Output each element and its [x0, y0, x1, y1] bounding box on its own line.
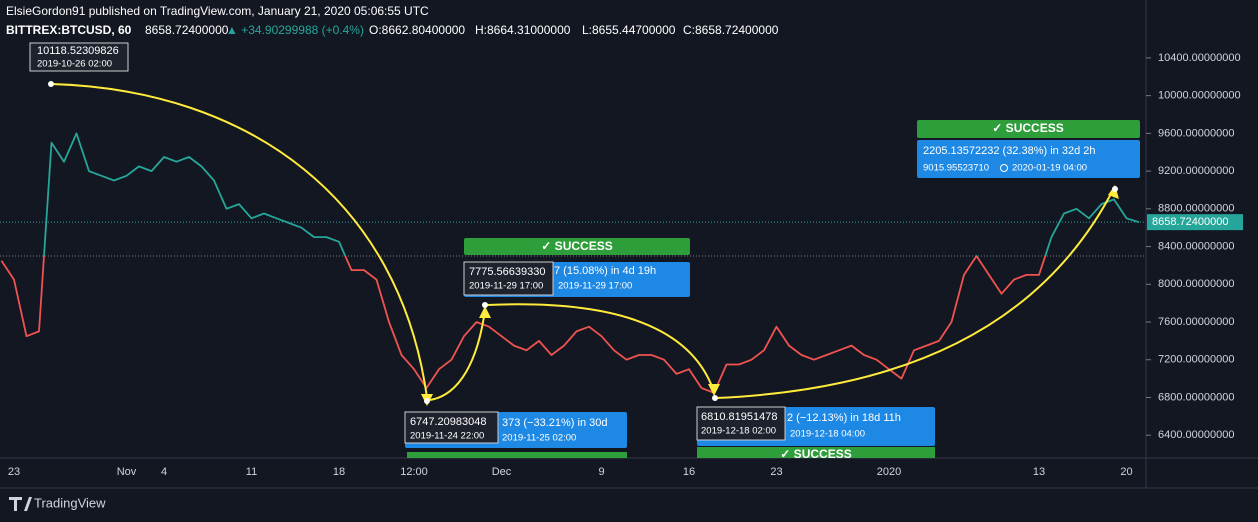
banner — [697, 447, 935, 458]
y-tick-label: 7200.00000000 — [1158, 354, 1234, 366]
tooltip — [29, 42, 129, 72]
symbol: BITTREX:BTCUSD, 60 — [6, 23, 132, 37]
open: O:8662.80400000 — [369, 23, 465, 37]
tooltip-price: 6747.20983048 — [410, 416, 486, 428]
x-tick-label: Nov — [117, 466, 137, 478]
y-tick-label: 9600.00000000 — [1158, 127, 1234, 139]
banner-text: ✓ SUCCESS — [541, 239, 612, 253]
stat-time: 2019-11-25 02:00 — [502, 433, 576, 444]
tooltip-time: 2019-11-29 17:00 — [469, 281, 543, 292]
x-tick-label: 11 — [246, 466, 257, 478]
x-tick-label: 12:00 — [400, 466, 428, 478]
price-line — [0, 132, 1140, 394]
tooltip — [404, 411, 499, 444]
y-tick-label: 6400.00000000 — [1158, 429, 1234, 441]
x-tick-label: 16 — [683, 466, 695, 478]
stat-time: 2020-01-19 04:00 — [1012, 163, 1087, 174]
change: ▲ +34.90299988 (+0.4%) — [226, 23, 364, 37]
tooltip-price: 6810.81951478 — [701, 411, 777, 423]
x-tick-label: 4 — [161, 466, 167, 478]
x-tick-label: 23 — [8, 466, 20, 478]
stat: 2205.13572232 (32.38%) in 32d 2h — [923, 145, 1095, 157]
y-tick-label: 6800.00000000 — [1158, 391, 1234, 403]
stat: 2 (−12.13%) in 18d 11h — [787, 412, 901, 424]
banner — [464, 238, 690, 255]
x-tick-label: 23 — [770, 466, 782, 478]
x-tick-label: 13 — [1033, 466, 1045, 478]
logo-icon — [9, 497, 32, 511]
x-tick-label: 20 — [1120, 466, 1132, 478]
stat-sub: 9015.95523710 — [923, 163, 989, 174]
arrowhead — [479, 306, 491, 318]
tooltip-time: 2019-10-26 02:00 — [37, 59, 112, 70]
last-price-box — [1147, 214, 1243, 231]
x-tick-label: Dec — [492, 466, 512, 478]
tooltip-price: 10118.52309826 — [37, 45, 119, 57]
logo — [9, 497, 32, 511]
y-tick-label: 8800.00000000 — [1158, 203, 1234, 215]
publisher: ElsieGordon91 published on TradingView.c… — [6, 4, 429, 18]
point — [712, 395, 718, 401]
stat-box — [917, 140, 1140, 178]
tooltip-time: 2019-12-18 02:00 — [701, 426, 776, 437]
x-tick-label: 2020 — [877, 466, 901, 478]
low: L:8655.44700000 — [582, 23, 676, 37]
x-tick-label: 18 — [333, 466, 345, 478]
point — [1112, 186, 1118, 192]
arrow — [486, 303, 715, 393]
y-tick-label: 7600.00000000 — [1158, 316, 1234, 328]
points — [48, 81, 1118, 404]
point — [482, 302, 488, 308]
y-tick-label: 10400.00000000 — [1158, 52, 1241, 64]
high: H:8664.31000000 — [475, 23, 571, 37]
stat: 7 (15.08%) in 4d 19h — [554, 265, 656, 277]
arrow — [429, 309, 486, 401]
footer-brand: TradingView — [34, 495, 106, 510]
arrowhead — [708, 384, 720, 396]
x-tick-label: 9 — [598, 466, 604, 478]
y-tick-label: 8400.00000000 — [1158, 240, 1234, 252]
tooltip-price: 7775.56639330 — [469, 266, 545, 278]
arrow — [715, 189, 1114, 399]
arrow — [51, 83, 428, 399]
close: C:8658.72400000 — [683, 23, 779, 37]
stat-time: 2019-11-29 17:00 — [558, 281, 632, 292]
banner-text: ✓ SUCCESS — [992, 121, 1063, 135]
tooltip-time: 2019-11-24 22:00 — [410, 431, 484, 442]
point — [424, 398, 430, 404]
stat-time: 2019-12-18 04:00 — [790, 429, 865, 440]
tooltip — [696, 406, 786, 441]
arrows — [51, 83, 1114, 401]
axes: 6400.00000000 6800.00000000 7200.00000000 7… — [8, 52, 1243, 478]
last: 8658.72400000 — [145, 23, 229, 37]
y-tick-label: 10000.00000000 — [1158, 90, 1241, 102]
stat: 373 (−33.21%) in 30d — [502, 417, 608, 429]
arrowhead — [1108, 185, 1119, 199]
clock-icon — [1000, 164, 1008, 172]
y-tick-label: 8000.00000000 — [1158, 278, 1234, 290]
point — [48, 81, 54, 87]
plot — [0, 132, 1146, 394]
y-tick-label: 9200.00000000 — [1158, 165, 1234, 177]
tooltip — [463, 261, 554, 296]
last-price-label: 8658.72400000 — [1152, 216, 1228, 228]
banner — [917, 120, 1140, 138]
banner — [407, 452, 627, 458]
banner-text: ✓ SUCCESS — [780, 447, 851, 461]
